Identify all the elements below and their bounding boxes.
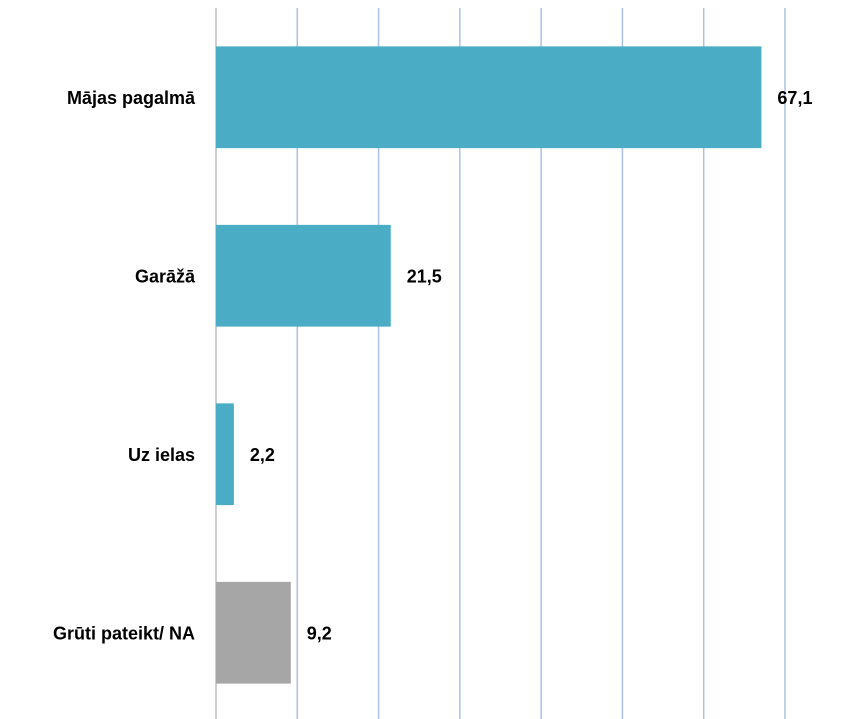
value-label: 9,2 bbox=[307, 624, 332, 644]
y-tick-label: Grūti pateikt/ NA bbox=[53, 624, 195, 644]
value-label: 21,5 bbox=[407, 267, 442, 287]
bar bbox=[216, 224, 391, 327]
bar bbox=[216, 403, 234, 506]
y-tick-label: Mājas pagalmā bbox=[67, 88, 196, 108]
bar bbox=[216, 581, 291, 684]
value-label: 2,2 bbox=[250, 445, 275, 465]
value-label: 67,1 bbox=[777, 88, 812, 108]
y-tick-label: Uz ielas bbox=[128, 445, 195, 465]
y-tick-label: Garāžā bbox=[135, 267, 196, 287]
bar bbox=[216, 46, 762, 149]
